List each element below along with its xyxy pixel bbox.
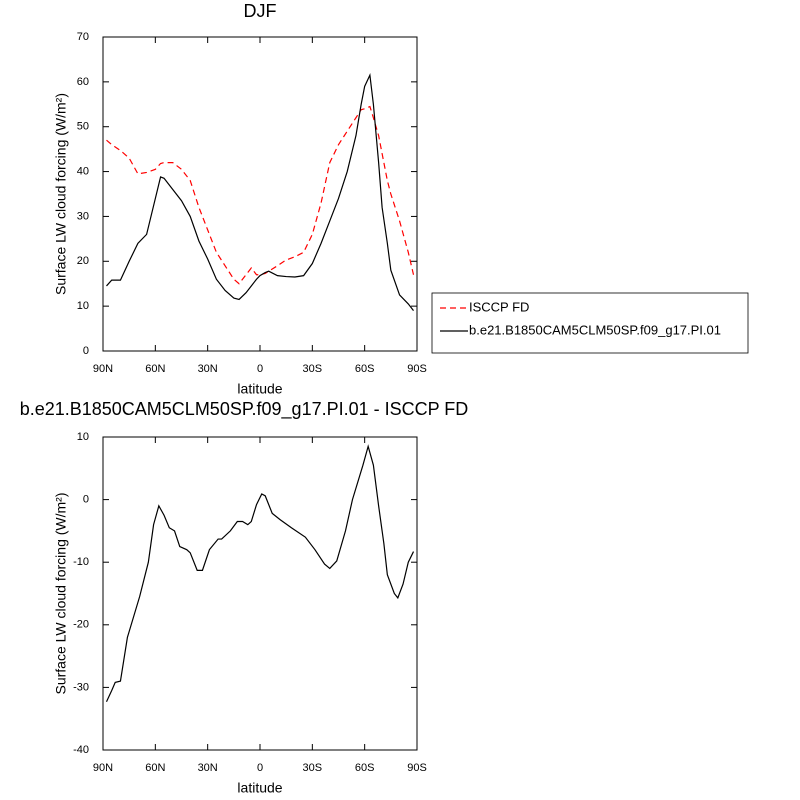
legend-label: ISCCP FD	[469, 299, 529, 314]
x-tick-label: 30N	[198, 762, 218, 774]
y-tick-label: 10	[77, 300, 89, 312]
x-tick-label: 90N	[93, 363, 113, 375]
y-tick-label: 10	[77, 431, 89, 443]
y-tick-label: 70	[77, 31, 89, 43]
chart-title: b.e21.B1850CAM5CLM50SP.f09_g17.PI.01 - I…	[20, 399, 469, 420]
x-tick-label: 0	[257, 363, 263, 375]
plot-frame	[102, 436, 418, 751]
x-tick-label: 30N	[198, 363, 218, 375]
y-tick-label: -20	[73, 619, 89, 631]
data-line	[105, 444, 415, 703]
y-tick-label: 40	[77, 165, 89, 177]
x-tick-label: 60S	[355, 363, 375, 375]
x-axis-label: latitude	[237, 780, 282, 796]
data-line	[106, 72, 414, 311]
x-tick-label: 30S	[303, 762, 323, 774]
legend-label: b.e21.B1850CAM5CLM50SP.f09_g17.PI.01	[469, 322, 721, 337]
chart-title: DJF	[244, 1, 277, 21]
x-tick-label: 0	[257, 762, 263, 774]
x-tick-label: 60N	[145, 363, 165, 375]
data-line	[106, 105, 415, 285]
y-axis-label: Surface LW cloud forcing (W/m²)	[53, 93, 69, 295]
x-tick-label: 60N	[145, 762, 165, 774]
y-tick-label: 60	[77, 76, 89, 88]
y-tick-label: 0	[83, 494, 89, 506]
x-tick-label: 90S	[407, 762, 427, 774]
y-tick-label: 20	[77, 255, 89, 267]
y-axis-label: Surface LW cloud forcing (W/m²)	[53, 492, 69, 694]
x-tick-label: 60S	[355, 762, 375, 774]
x-tick-label: 90N	[93, 762, 113, 774]
plot-frame	[102, 36, 418, 352]
x-tick-label: 90S	[407, 363, 427, 375]
x-axis-label: latitude	[237, 381, 282, 397]
y-tick-label: 0	[83, 345, 89, 357]
y-tick-label: 30	[77, 210, 89, 222]
legend-box	[431, 292, 749, 354]
y-tick-label: -40	[73, 744, 89, 756]
x-tick-label: 30S	[303, 363, 323, 375]
y-tick-label: -10	[73, 556, 89, 568]
y-tick-label: 50	[77, 121, 89, 133]
y-tick-label: -30	[73, 681, 89, 693]
